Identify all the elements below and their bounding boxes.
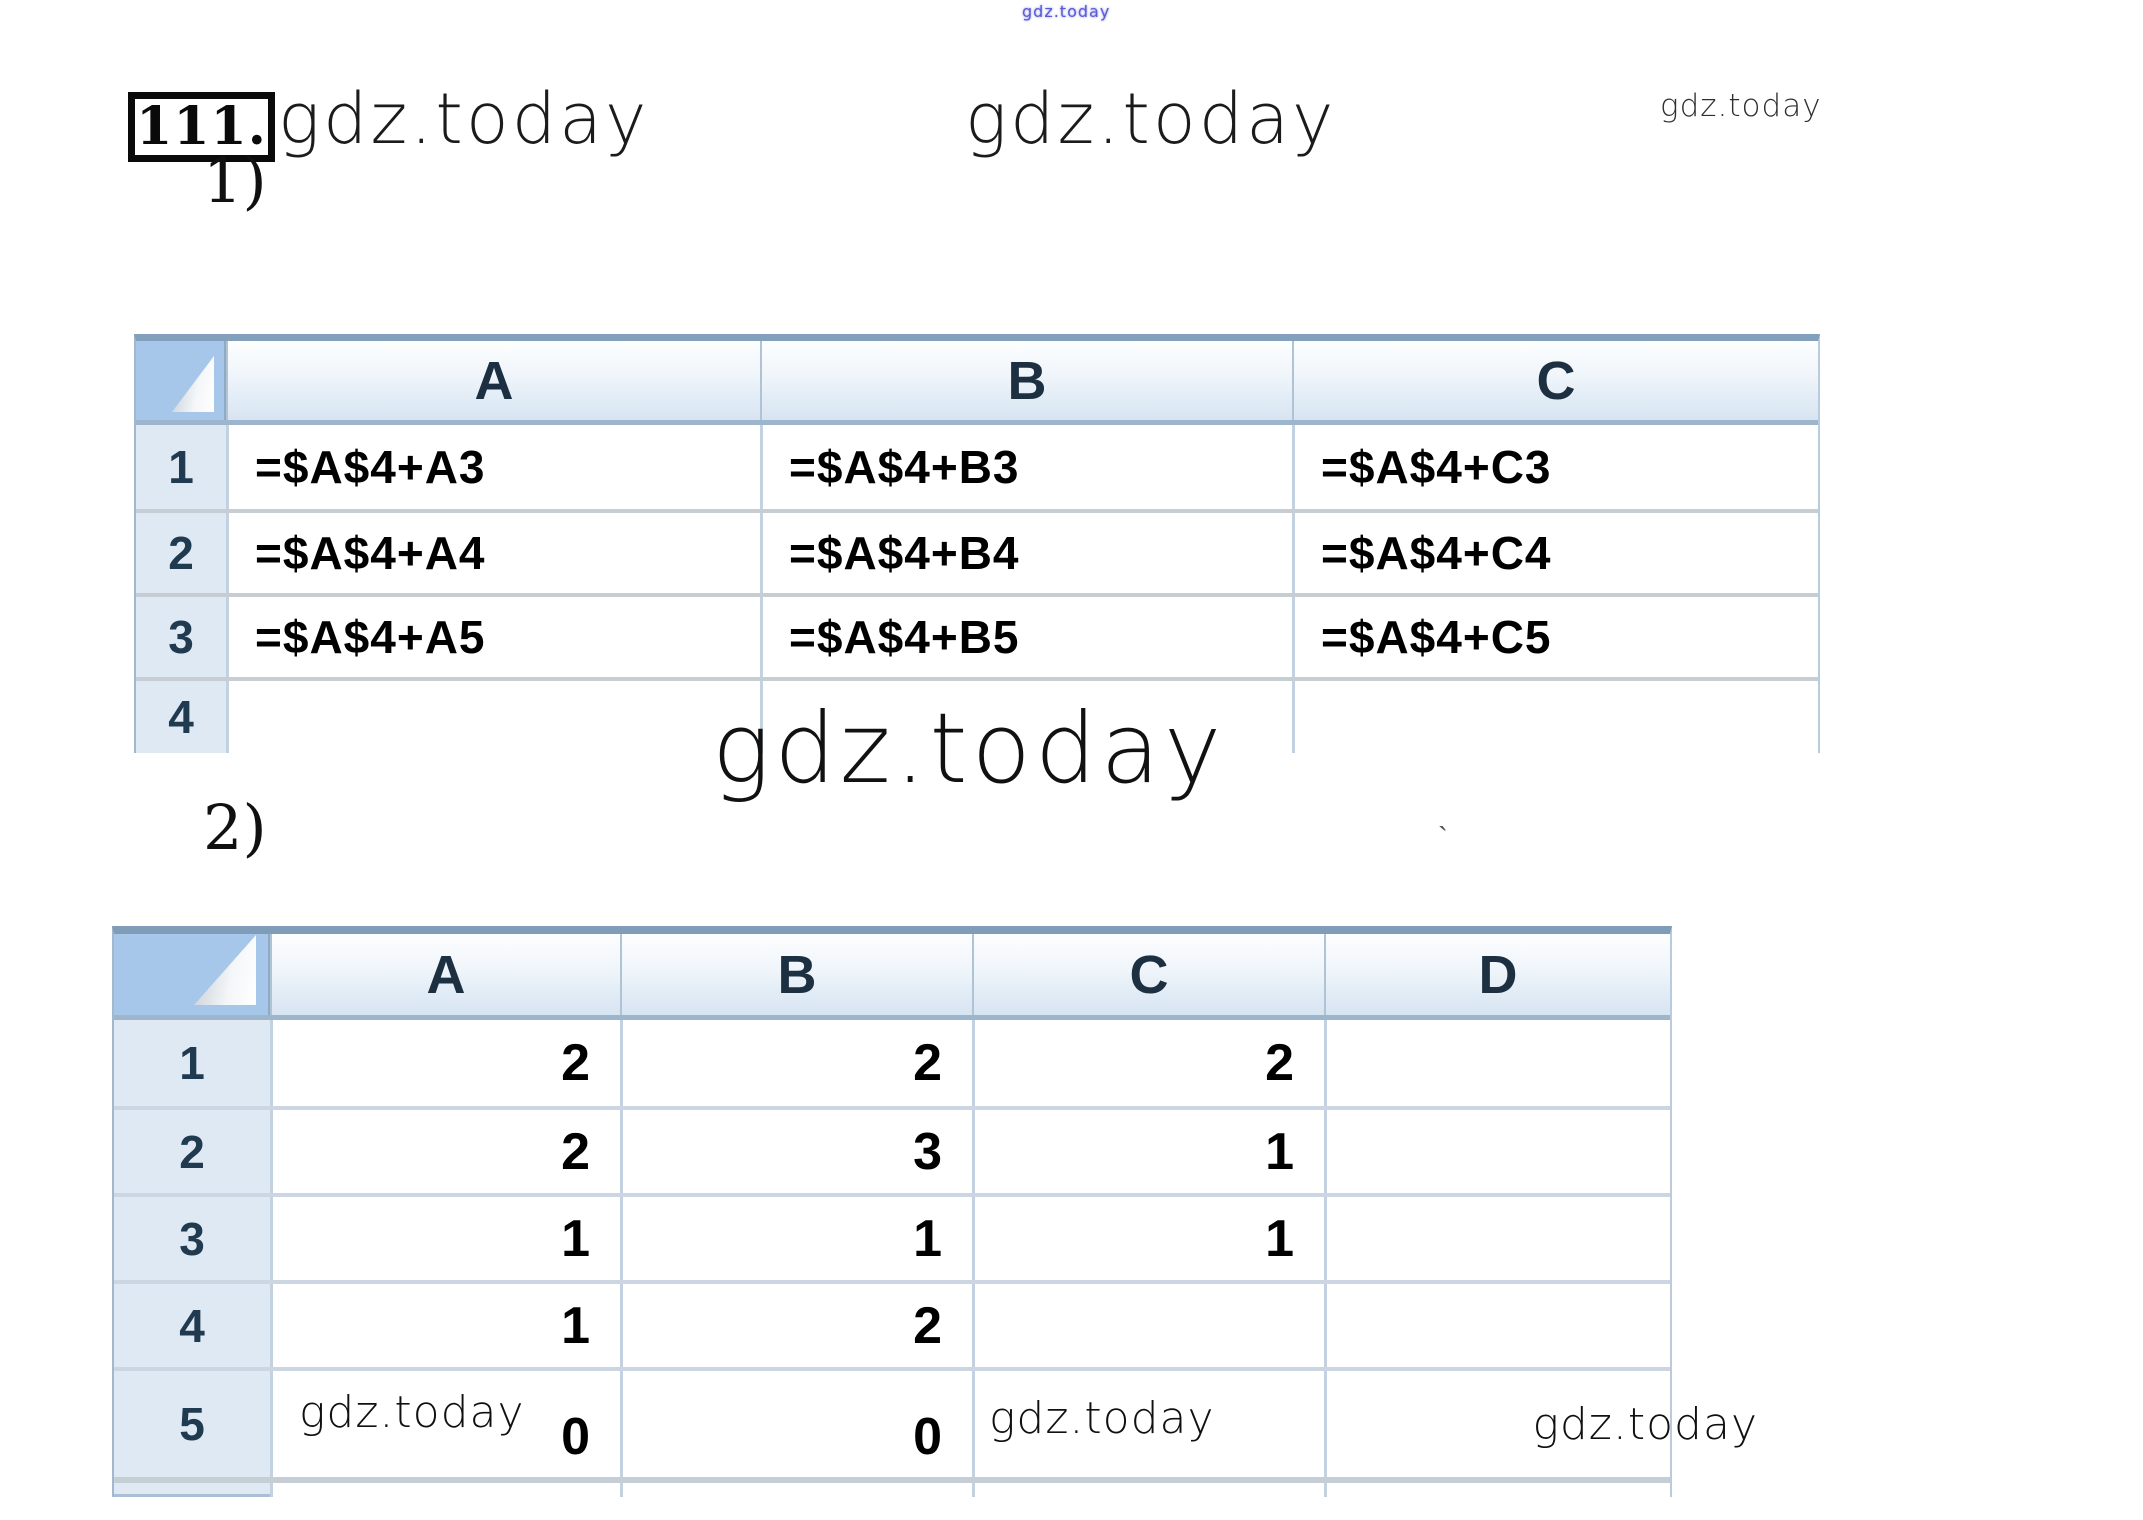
t1-row-2: 2 =$A$4+A4 =$A$4+B4 =$A$4+C4 xyxy=(136,509,1818,593)
corner-triangle-icon xyxy=(194,935,256,1005)
t2-cell-a4[interactable]: 1 xyxy=(270,1284,620,1367)
t1-row-header-2[interactable]: 2 xyxy=(136,513,226,593)
t2-cell-c2[interactable]: 1 xyxy=(972,1110,1324,1193)
t1-column-header-c[interactable]: C xyxy=(1292,341,1818,420)
watermark-big-center: gdz.today xyxy=(712,692,1226,805)
t1-cell-a3[interactable]: =$A$4+A5 xyxy=(226,597,760,677)
t2-cell-d4[interactable] xyxy=(1324,1284,1670,1367)
t2-row-header-3[interactable]: 3 xyxy=(114,1197,270,1280)
t2-cell-b5[interactable]: 0 xyxy=(620,1371,972,1477)
t1-row-4: 4 xyxy=(136,677,1818,753)
watermark-top-right: gdz.today xyxy=(1660,88,1822,124)
t2-row-header-4[interactable]: 4 xyxy=(114,1284,270,1367)
t2-row-3: 3 1 1 1 xyxy=(114,1193,1670,1280)
t2-cell-b5-value: 0 xyxy=(913,1408,942,1466)
t2-cell-b2[interactable]: 3 xyxy=(620,1110,972,1193)
t2-row-2: 2 2 3 1 xyxy=(114,1106,1670,1193)
t1-cell-a2[interactable]: =$A$4+A4 xyxy=(226,513,760,593)
t2-cell-c3[interactable]: 1 xyxy=(972,1197,1324,1280)
t1-cell-c1[interactable]: =$A$4+C3 xyxy=(1292,425,1818,509)
t1-cell-b3[interactable]: =$A$4+B5 xyxy=(760,597,1292,677)
t2-cell-a1[interactable]: 2 xyxy=(270,1020,620,1106)
t2-column-header-a[interactable]: A xyxy=(270,934,620,1015)
t1-row-header-4[interactable]: 4 xyxy=(136,681,226,753)
t1-cell-c2[interactable]: =$A$4+C4 xyxy=(1292,513,1818,593)
t2-cell-c4[interactable] xyxy=(972,1284,1324,1367)
t2-column-header-b[interactable]: B xyxy=(620,934,972,1015)
t1-row-3: 3 =$A$4+A5 =$A$4+B5 =$A$4+C5 xyxy=(136,593,1818,677)
t2-row-1: 1 2 2 2 xyxy=(114,1020,1670,1106)
part-1-label: 1) xyxy=(203,144,267,217)
t2-cell-d5[interactable]: gdz.today xyxy=(1324,1371,1757,1477)
stray-mark: ` xyxy=(1438,822,1448,855)
watermark-top-middle: gdz.today xyxy=(965,78,1337,160)
watermark-cell-c5: gdz.today xyxy=(989,1393,1215,1444)
t1-cell-c3[interactable]: =$A$4+C5 xyxy=(1292,597,1818,677)
t2-partial-row-6 xyxy=(114,1483,1670,1497)
t1-row-header-1[interactable]: 1 xyxy=(136,425,226,509)
t1-cell-b1[interactable]: =$A$4+B3 xyxy=(760,425,1292,509)
t2-column-header-c[interactable]: C xyxy=(972,934,1324,1015)
t2-row-header-1[interactable]: 1 xyxy=(114,1020,270,1106)
t2-cell-d1[interactable] xyxy=(1324,1020,1670,1106)
t2-cell-d3[interactable] xyxy=(1324,1197,1670,1280)
spreadsheet-table-1: A B C 1 =$A$4+A3 =$A$4+B3 =$A$4+C3 2 =$A… xyxy=(134,334,1820,753)
t2-cell-c1[interactable]: 2 xyxy=(972,1020,1324,1106)
t1-row-header-3[interactable]: 3 xyxy=(136,597,226,677)
t2-cell-b1[interactable]: 2 xyxy=(620,1020,972,1106)
t2-cell-d2[interactable] xyxy=(1324,1110,1670,1193)
t2-cell-a2[interactable]: 2 xyxy=(270,1110,620,1193)
problem-number-box: 111. xyxy=(128,92,275,162)
watermark-cell-d5: gdz.today xyxy=(1532,1399,1758,1450)
t2-cell-a5[interactable]: gdz.today 0 xyxy=(270,1371,620,1477)
t1-cell-b4[interactable] xyxy=(760,681,1292,753)
watermark-top-center: gdz.today xyxy=(1022,2,1111,21)
t1-cell-a1[interactable]: =$A$4+A3 xyxy=(226,425,760,509)
t1-column-header-a[interactable]: A xyxy=(226,341,760,420)
t2-column-header-d[interactable]: D xyxy=(1324,934,1670,1015)
watermark-after-number: gdz.today xyxy=(278,78,650,160)
problem-number: 111. xyxy=(136,96,267,157)
watermark-cell-a5: gdz.today xyxy=(299,1387,525,1438)
t2-bottom-separator xyxy=(114,1477,1670,1483)
corner-triangle-icon xyxy=(172,356,214,412)
t1-cell-c4[interactable] xyxy=(1292,681,1818,753)
t1-header-row: A B C xyxy=(136,341,1818,425)
t2-cell-a5-value: 0 xyxy=(561,1408,590,1466)
part-2-label: 2) xyxy=(203,791,267,864)
t2-cell-a3[interactable]: 1 xyxy=(270,1197,620,1280)
t2-row-header-5[interactable]: 5 xyxy=(114,1371,270,1477)
t2-header-row: A B C D xyxy=(114,934,1670,1020)
t1-column-header-b[interactable]: B xyxy=(760,341,1292,420)
t1-row-1: 1 =$A$4+A3 =$A$4+B3 =$A$4+C3 xyxy=(136,425,1818,509)
t2-cell-c5[interactable]: gdz.today xyxy=(972,1371,1324,1477)
t2-row-5: 5 gdz.today 0 0 gdz.today gdz.today xyxy=(114,1367,1757,1477)
t1-cell-a4[interactable] xyxy=(226,681,760,753)
t2-row-4: 4 1 2 xyxy=(114,1280,1670,1367)
t1-cell-b2[interactable]: =$A$4+B4 xyxy=(760,513,1292,593)
t2-row-header-2[interactable]: 2 xyxy=(114,1110,270,1193)
spreadsheet-table-2: A B C D 1 2 2 2 2 2 3 1 3 1 1 1 4 1 xyxy=(112,926,1757,1497)
t2-cell-b4[interactable]: 2 xyxy=(620,1284,972,1367)
t1-select-all-corner[interactable] xyxy=(136,341,226,420)
t2-select-all-corner[interactable] xyxy=(114,934,270,1015)
t2-cell-b3[interactable]: 1 xyxy=(620,1197,972,1280)
t2-row-header-6-stub xyxy=(114,1483,270,1497)
